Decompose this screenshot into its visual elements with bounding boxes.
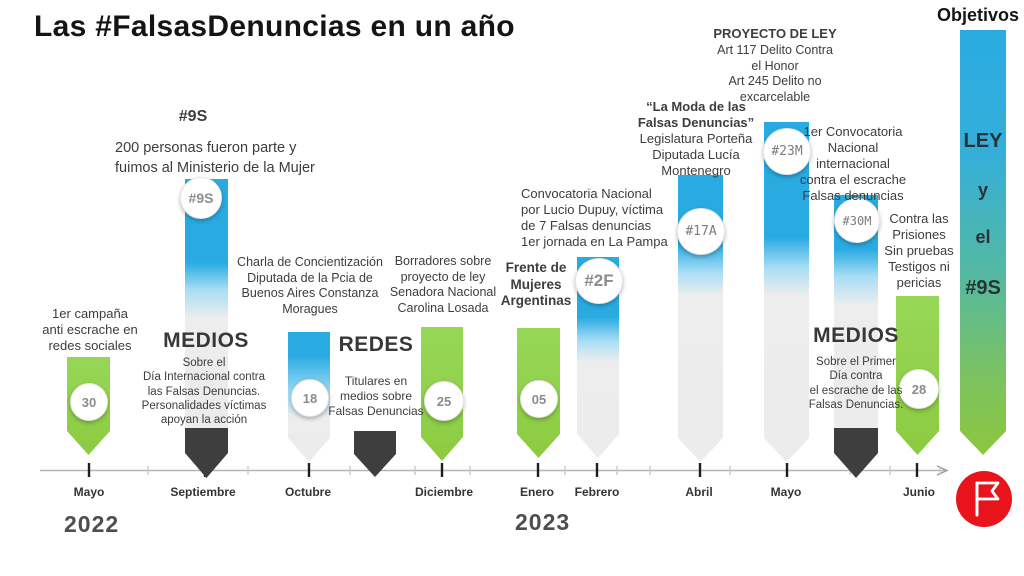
note-mayo-2023: 1er Convocatoria Nacional internacional … bbox=[799, 124, 907, 204]
banner-septiembre bbox=[185, 179, 228, 432]
note-mayo-2022: 1er campaña anti escrache en redes socia… bbox=[42, 306, 138, 354]
badge-28: 28 bbox=[899, 369, 939, 409]
month-label-septiembre: Septiembre bbox=[170, 485, 236, 499]
heading-redes: REDES bbox=[338, 333, 414, 356]
flag-logo bbox=[956, 471, 1012, 527]
timeline-axis bbox=[40, 463, 949, 477]
objetivos-line-el: el bbox=[975, 227, 991, 247]
year-label-2022: 2022 bbox=[64, 511, 120, 537]
heading-medios-1: MEDIOS bbox=[163, 329, 249, 352]
year-label-2023: 2023 bbox=[515, 509, 571, 535]
badge-30m: #30M bbox=[834, 198, 880, 243]
badge-9s: #9S bbox=[180, 177, 222, 219]
note-medios-2: Sobre el Primer Día contra el escrache d… bbox=[808, 356, 904, 411]
heading-proyecto: PROYECTO DE LEY bbox=[713, 26, 837, 41]
note-abril-heading: “La Moda de las Falsas Denuncias” bbox=[637, 99, 755, 131]
objetivos-line-ley: LEY bbox=[963, 130, 1003, 152]
flag-icon bbox=[975, 481, 1000, 517]
month-label-octubre: Octubre bbox=[284, 485, 332, 499]
note-medios-1: Sobre el Día Internacional contra las Fa… bbox=[141, 357, 267, 426]
month-label-abril: Abril bbox=[685, 485, 713, 499]
objetivos-line-9s: #9S bbox=[965, 277, 1001, 299]
note-junio: Contra las Prisiones Sin pruebas Testigo… bbox=[884, 211, 954, 291]
badge-18: 18 bbox=[291, 379, 329, 417]
note-octubre: Charla de Concientización Diputada de la… bbox=[237, 255, 383, 316]
badge-25: 25 bbox=[424, 381, 464, 421]
note-diciembre: Borradores sobre proyecto de ley Senador… bbox=[389, 254, 497, 315]
note-abril: Legislatura Porteña Diputada Lucía Monte… bbox=[639, 131, 753, 179]
banner-mayo-2023 bbox=[764, 122, 809, 462]
month-label-enero: Enero bbox=[519, 485, 555, 499]
badge-05: 05 bbox=[520, 380, 558, 418]
month-label-mayo-2022: Mayo bbox=[73, 485, 105, 499]
month-label-junio: Junio bbox=[903, 485, 935, 499]
note-redes: Titulares en medios sobre Falsas Denunci… bbox=[328, 374, 424, 418]
banner-objetivos: LEY y el #9S bbox=[960, 30, 1006, 455]
month-label-diciembre: Diciembre bbox=[414, 485, 474, 499]
badge-30: 30 bbox=[70, 383, 108, 421]
note-septiembre-heading: #9S bbox=[178, 108, 208, 125]
month-label-mayo-2023: Mayo bbox=[770, 485, 802, 499]
note-enero: Frente de Mujeres Argentinas bbox=[500, 260, 572, 309]
objetivos-label: Objetivos bbox=[936, 5, 1020, 25]
note-proyecto: Art 117 Delito Contra el Honor Art 245 D… bbox=[717, 43, 833, 104]
badge-2f: #2F bbox=[575, 258, 623, 304]
month-label-febrero: Febrero bbox=[574, 485, 620, 499]
note-febrero: Convocatoria Nacional por Lucio Dupuy, v… bbox=[521, 186, 668, 250]
page-title: Las #FalsasDenuncias en un año bbox=[34, 10, 515, 43]
note-septiembre-sub: 200 personas fueron parte y fuimos al Mi… bbox=[115, 140, 315, 176]
objetivos-line-y: y bbox=[977, 180, 988, 200]
badge-23m: #23M bbox=[763, 128, 811, 175]
badge-17a: #17A bbox=[677, 208, 725, 255]
heading-medios-2: MEDIOS bbox=[813, 324, 899, 347]
